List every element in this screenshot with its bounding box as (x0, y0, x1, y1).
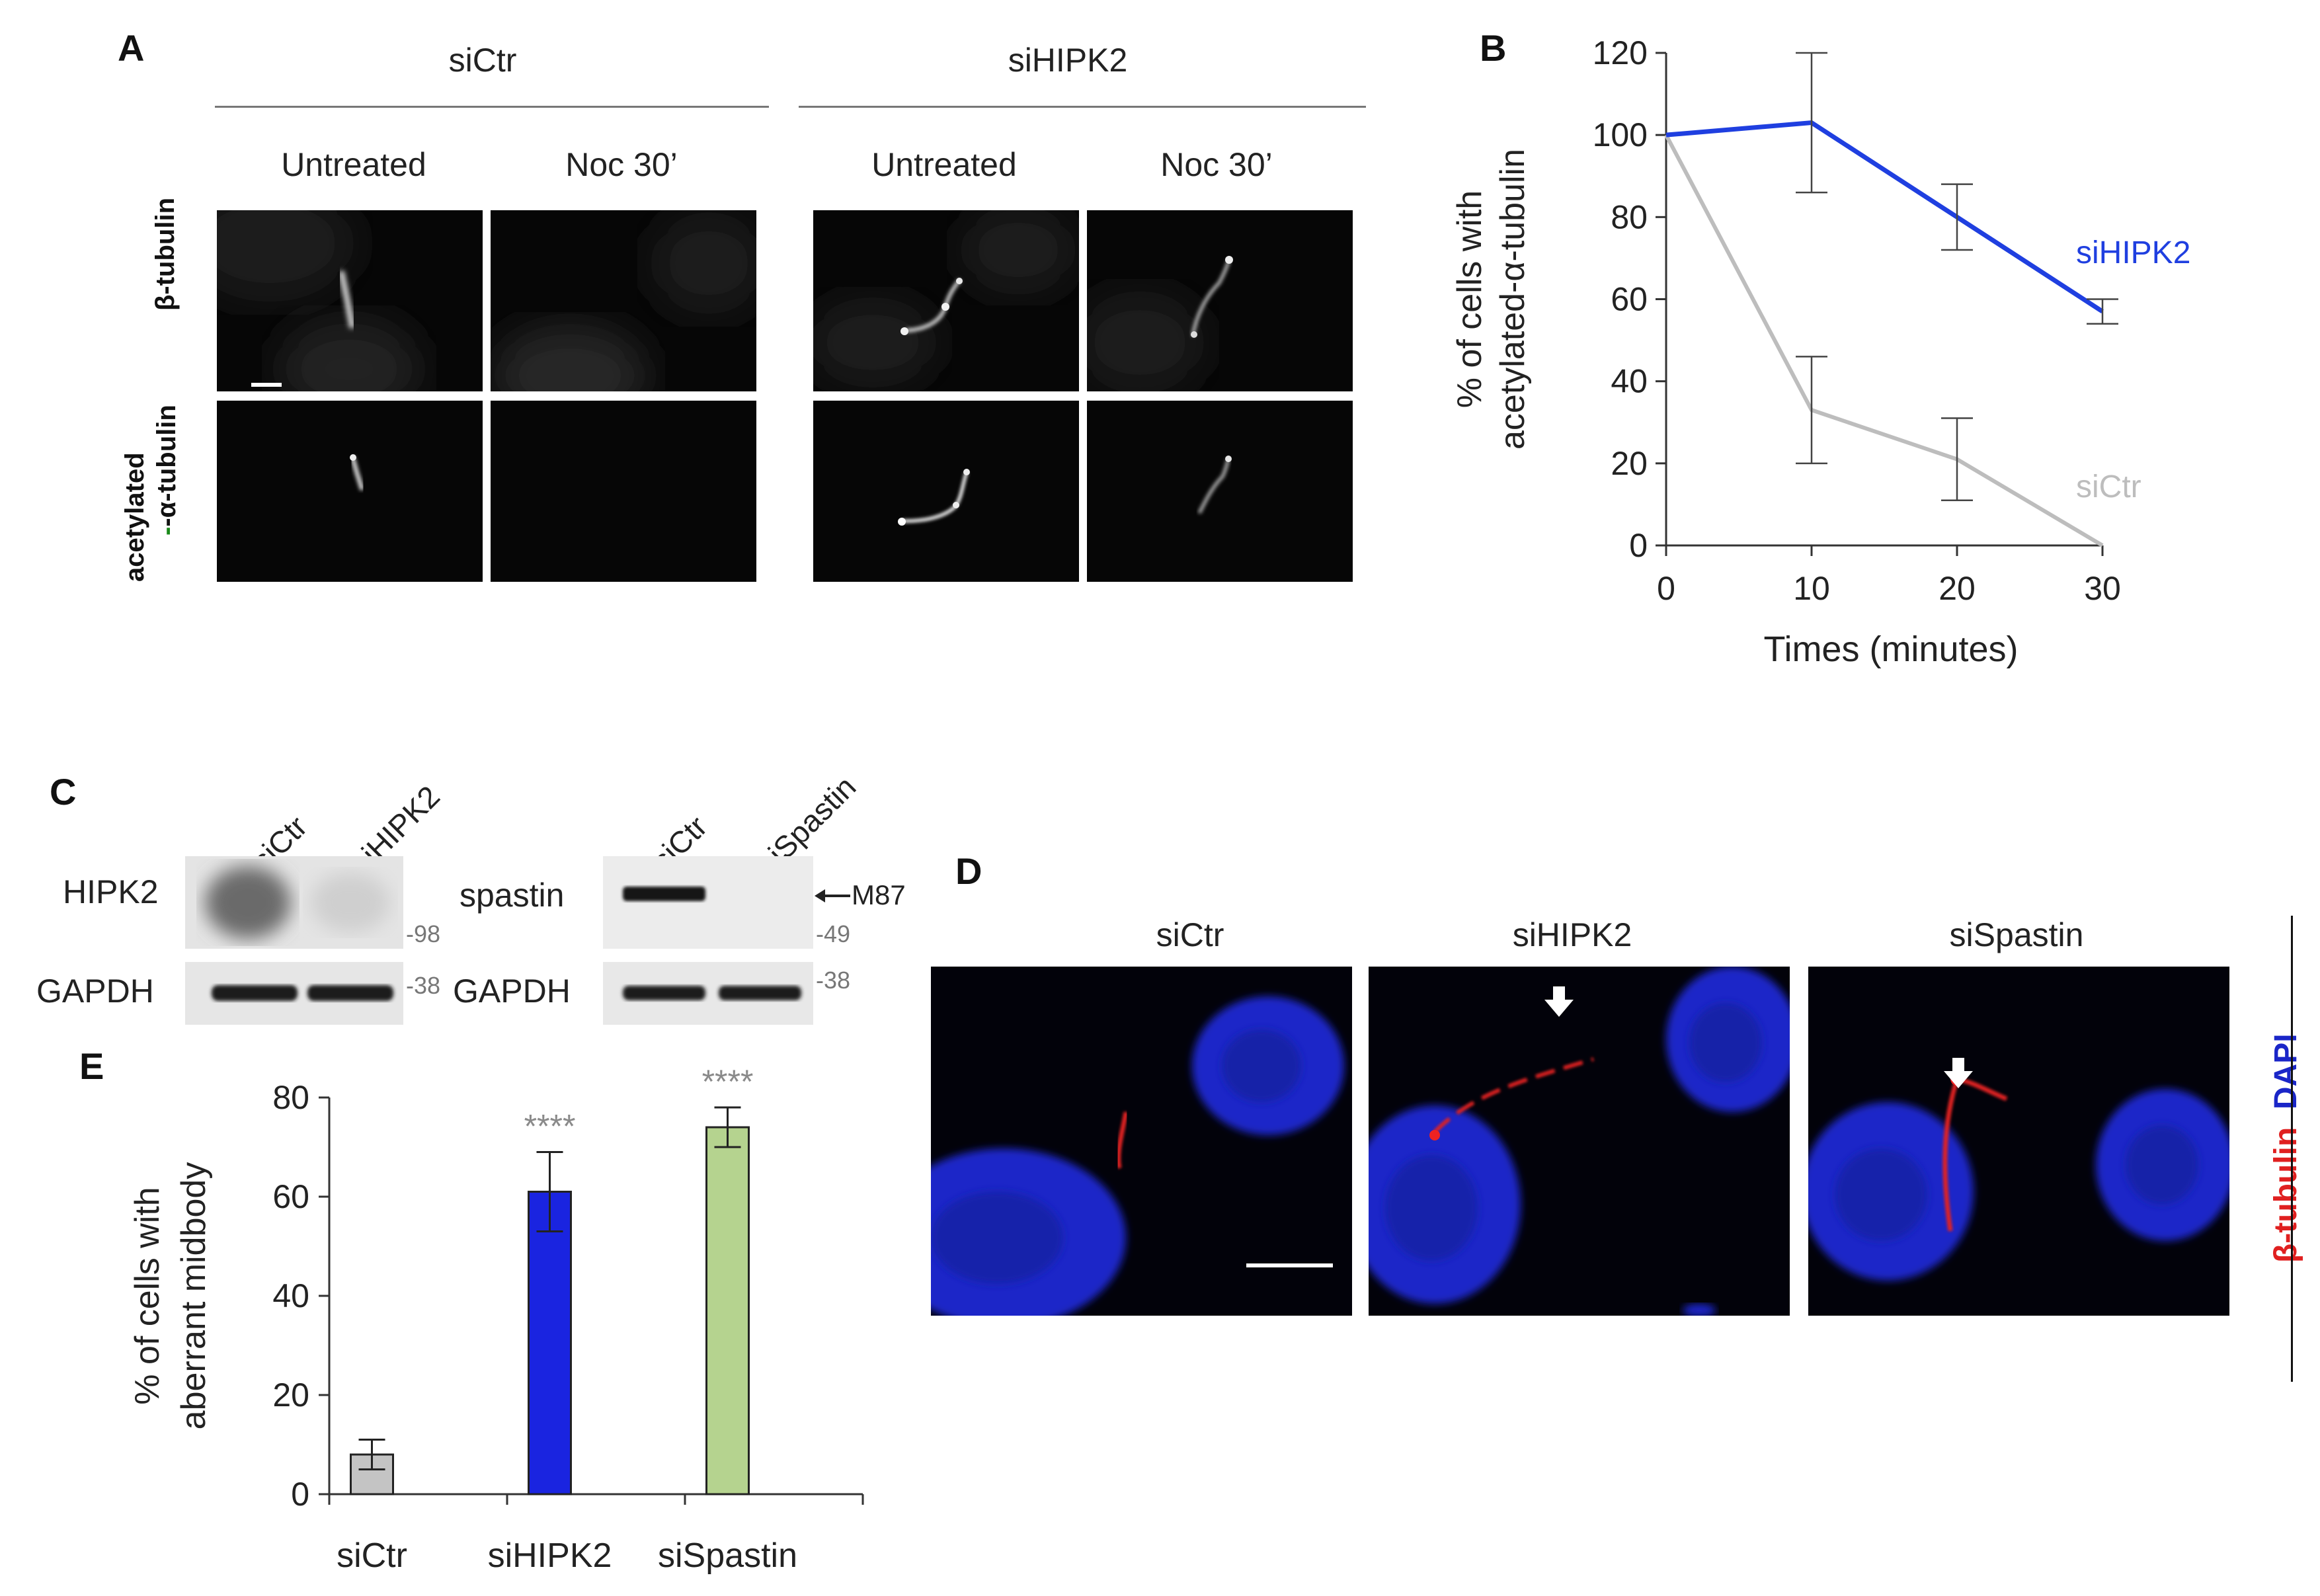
group-divider-sihipk2 (799, 106, 1366, 108)
y-tick-label: 80 (272, 1079, 309, 1116)
blot-row-label: GAPDH (453, 973, 571, 1010)
confocal-image-sihipk2 (1369, 967, 1790, 1316)
micrograph-sihipk2-noc-beta-tubulin (1087, 210, 1353, 391)
channel-label-dapi: DAPI (2268, 1033, 2303, 1110)
condition-label: Noc 30’ (1160, 146, 1273, 183)
western-blot-gapdh-1 (185, 962, 403, 1025)
channel-label-beta-tubulin: β-tubulin (2268, 1127, 2303, 1263)
y-tick-label: 40 (1611, 363, 1648, 400)
panel-c-label: C (50, 771, 77, 813)
group-label-sictr: siCtr (448, 42, 517, 79)
series-line-sictr (1664, 134, 2104, 547)
x-tick-label: siSpastin (658, 1536, 797, 1575)
x-tick-label: 10 (1793, 570, 1830, 607)
condition-label: siSpastin (1949, 916, 2084, 953)
significance-marker: **** (524, 1108, 576, 1145)
western-blot-spastin (603, 856, 813, 949)
band-label: M87 (852, 879, 906, 910)
group-label-sihipk2: siHIPK2 (1008, 42, 1128, 79)
y-tick-label: 0 (291, 1476, 309, 1513)
group-divider-sictr (215, 106, 769, 108)
confocal-image-sictr (931, 967, 1352, 1316)
micrograph-sihipk2-noc-acetylated-tubulin (1087, 401, 1353, 582)
y-axis-title: % of cells with (128, 1187, 167, 1404)
micrograph-sictr-untreated-beta-tubulin (217, 210, 483, 391)
blot-row-label: spastin (460, 877, 565, 914)
western-blot-hipk2 (185, 856, 403, 949)
panel-d-label: D (955, 850, 982, 892)
micrograph-sictr-noc-acetylated-tubulin (491, 401, 756, 582)
y-axis-title: % of cells with (1451, 190, 1489, 408)
confocal-image-sispastin (1808, 967, 2229, 1316)
significance-marker: **** (702, 1063, 754, 1100)
band-arrow-icon (815, 886, 852, 909)
x-tick-label: 20 (1939, 570, 1976, 607)
x-tick-label: 30 (2084, 570, 2121, 607)
molecular-weight-marker: -38 (406, 972, 441, 999)
panel-a-label: A (118, 27, 145, 69)
micrograph-sictr-noc-beta-tubulin (491, 210, 756, 391)
condition-label: siCtr (1156, 916, 1224, 953)
condition-label: siHIPK2 (1512, 916, 1632, 953)
molecular-weight-marker: -98 (406, 920, 441, 947)
blot-row-label: GAPDH (36, 973, 154, 1010)
line-chart-acetylated-tubulin: 0 20 40 60 80 100 120 0 10 20 30 Times (minutes) % o… (1451, 34, 2190, 669)
y-tick-label: 120 (1593, 34, 1648, 71)
micrograph-sihipk2-untreated-beta-tubulin (813, 210, 1079, 391)
y-tick-label: 60 (272, 1178, 309, 1215)
y-tick-label: 100 (1593, 116, 1648, 153)
bar-chart-aberrant-midbody: 0 20 40 60 80 siCtr **** siHIPK2 **** siSpastin % … (128, 1063, 864, 1575)
condition-label: Untreated (281, 146, 426, 183)
panel-e-label: E (79, 1045, 104, 1087)
western-blot-gapdh-2 (603, 962, 813, 1025)
y-tick-label: 40 (272, 1277, 309, 1314)
blot-row-label: HIPK2 (63, 873, 159, 910)
y-tick-label: 60 (1611, 281, 1648, 318)
arrow-down-icon (1544, 986, 1574, 1021)
panel-divider (2291, 916, 2293, 1382)
molecular-weight-marker: -38 (816, 967, 851, 994)
y-axis-title: aberrant midbody (175, 1162, 213, 1430)
micrograph-sictr-untreated-acetylated-tubulin (217, 401, 483, 582)
series-label-sictr: siCtr (2076, 469, 2141, 504)
molecular-weight-marker: -49 (816, 920, 851, 947)
bar-sihipk2 (528, 1191, 572, 1496)
x-tick-label: 0 (1657, 570, 1675, 607)
condition-label: Untreated (871, 146, 1017, 183)
micrograph-sihipk2-untreated-acetylated-tubulin (813, 401, 1079, 582)
series-label-sihipk2: siHIPK2 (2076, 235, 2190, 270)
bar-sispastin (705, 1126, 750, 1496)
y-tick-label: 20 (1611, 445, 1648, 482)
series-line-sihipk2 (1665, 120, 2104, 314)
y-tick-label: 20 (272, 1377, 309, 1414)
panel-b-label: B (1480, 27, 1507, 69)
condition-label: Noc 30’ (565, 146, 678, 183)
x-tick-label: siCtr (337, 1536, 407, 1575)
y-axis-title: acetylated-α-tubulin (1494, 149, 1532, 450)
x-axis-title: Times (minutes) (1763, 629, 2018, 669)
y-tick-label: 0 (1629, 527, 1648, 564)
y-tick-label: 80 (1611, 198, 1648, 235)
arrow-down-icon (1944, 1058, 1973, 1093)
x-tick-label: siHIPK2 (488, 1536, 612, 1575)
